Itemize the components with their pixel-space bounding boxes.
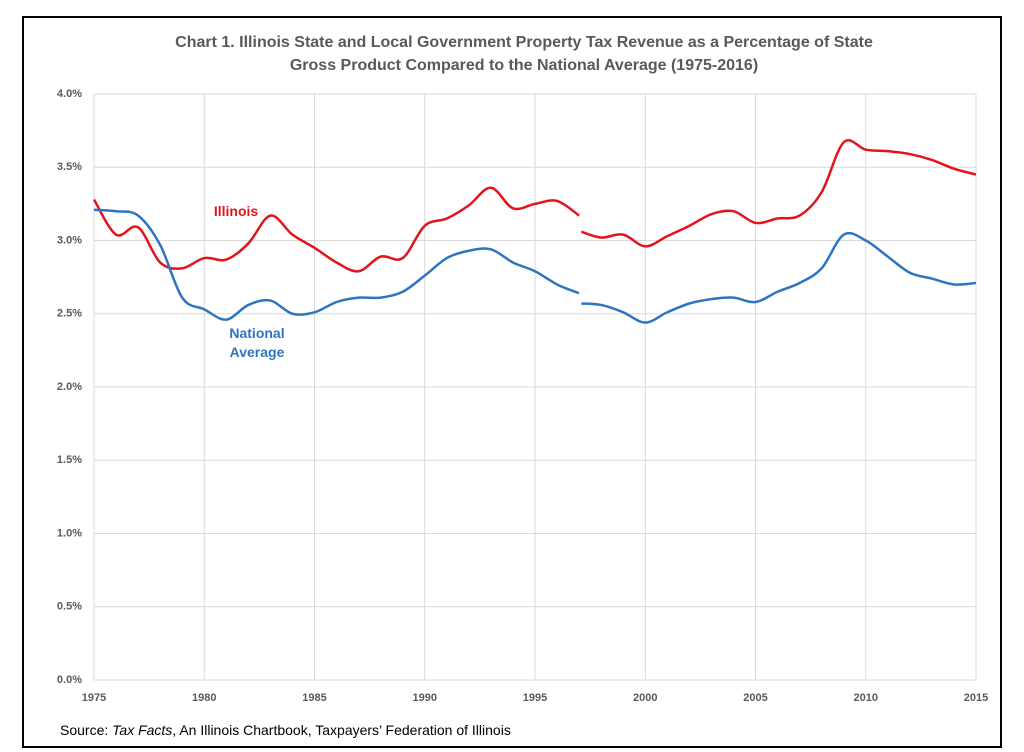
x-tick-label: 2005 xyxy=(743,692,767,704)
x-tick-label: 2010 xyxy=(854,692,878,704)
source-rest: , An Illinois Chartbook, Taxpayers’ Fede… xyxy=(172,722,511,738)
y-tick-label: 2.5% xyxy=(57,308,82,320)
source-note: Source: Tax Facts, An Illinois Chartbook… xyxy=(60,722,511,738)
x-tick-label: 2000 xyxy=(633,692,657,704)
series-line xyxy=(92,139,977,273)
y-tick-label: 0.5% xyxy=(57,601,82,613)
series-label: Illinois xyxy=(213,203,259,219)
y-tick-label: 1.5% xyxy=(57,454,82,466)
chart-title: Gross Product Compared to the National A… xyxy=(290,57,758,74)
series-line xyxy=(93,208,977,324)
x-tick-label: 1985 xyxy=(302,692,326,704)
x-tick-label: 1975 xyxy=(82,692,106,704)
chart-title: Chart 1. Illinois State and Local Govern… xyxy=(175,34,873,51)
source-title: Tax Facts xyxy=(112,722,173,738)
frame xyxy=(22,16,1002,748)
y-tick-label: 2.0% xyxy=(57,381,82,393)
y-tick-label: 0.0% xyxy=(57,674,82,686)
series-label: National Average xyxy=(229,325,285,360)
y-tick-label: 1.0% xyxy=(57,527,82,539)
x-tick-label: 2015 xyxy=(964,692,988,704)
source-prefix: Source: xyxy=(60,722,109,738)
y-tick-label: 3.5% xyxy=(57,161,82,173)
x-tick-label: 1990 xyxy=(413,692,437,704)
y-tick-label: 3.0% xyxy=(57,234,82,246)
x-tick-label: 1995 xyxy=(523,692,547,704)
y-tick-label: 4.0% xyxy=(57,88,82,100)
x-tick-label: 1980 xyxy=(192,692,216,704)
